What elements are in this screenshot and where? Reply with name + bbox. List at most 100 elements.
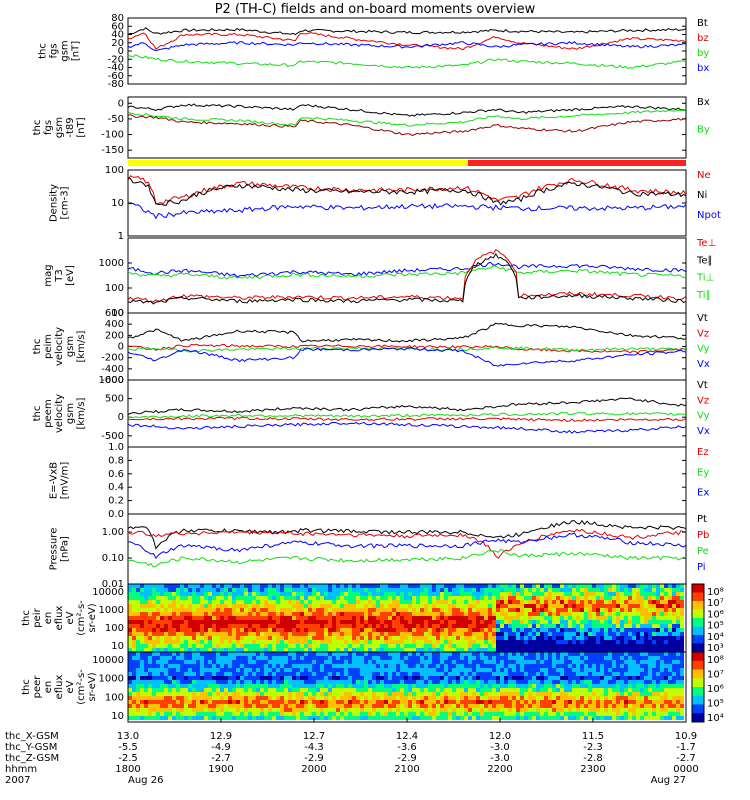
heatmap-cell-peer-eflux [260,672,264,676]
heatmap-cell-peir-eflux [308,644,312,648]
heatmap-cell-peir-eflux [244,624,248,628]
heatmap-cell-peir-eflux [388,624,392,628]
heatmap-cell-peer-eflux [220,692,224,696]
heatmap-cell-peir-eflux [448,620,452,624]
series-density-Npot [127,202,687,220]
heatmap-cell-peer-eflux [128,652,132,656]
heatmap-cell-peir-eflux [252,628,256,632]
heatmap-cell-peer-eflux [488,664,492,668]
heatmap-cell-peir-eflux [176,648,180,652]
heatmap-cell-peer-eflux [476,696,480,700]
heatmap-cell-peer-eflux [368,688,372,692]
heatmap-cell-peer-eflux [360,708,364,712]
heatmap-cell-peer-eflux [200,700,204,704]
heatmap-cell-peir-eflux [212,624,216,628]
heatmap-cell-peer-eflux [148,696,152,700]
heatmap-cell-peir-eflux [384,616,388,620]
heatmap-cell-peer-eflux [200,676,204,680]
ylabel-peem-velocity: gsm [65,403,76,424]
heatmap-cell-peer-eflux [212,668,216,672]
heatmap-cell-peer-eflux [500,672,504,676]
heatmap-cell-peer-eflux [184,692,188,696]
heatmap-cell-peir-eflux [488,616,492,620]
panel-frame-efield [127,446,687,515]
heatmap-cell-peer-eflux [432,664,436,668]
heatmap-cell-peer-eflux [392,668,396,672]
heatmap-cell-peer-eflux [624,656,628,660]
heatmap-cell-peir-eflux [172,604,176,608]
heatmap-cell-peir-eflux [260,636,264,640]
heatmap-cell-peer-eflux [520,708,524,712]
heatmap-cell-peir-eflux [624,640,628,644]
heatmap-cell-peir-eflux [132,608,136,612]
heatmap-cell-peer-eflux [588,692,592,696]
heatmap-cell-peer-eflux [564,676,568,680]
heatmap-cell-peir-eflux [220,608,224,612]
heatmap-cell-peer-eflux [596,656,600,660]
heatmap-cell-peer-eflux [188,688,192,692]
heatmap-cell-peir-eflux [288,600,292,604]
heatmap-cell-peer-eflux [360,688,364,692]
heatmap-cell-peer-eflux [344,712,348,716]
heatmap-cell-peer-eflux [200,684,204,688]
heatmap-cell-peir-eflux [456,648,460,652]
heatmap-cell-peer-eflux [528,672,532,676]
heatmap-cell-peir-eflux [392,628,396,632]
heatmap-cell-peir-eflux [320,628,324,632]
ylabel-fgs-t89: [nT] [76,117,87,137]
heatmap-cell-peer-eflux [600,676,604,680]
heatmap-cell-peer-eflux [488,696,492,700]
heatmap-cell-peer-eflux [656,660,660,664]
heatmap-cell-peir-eflux [432,612,436,616]
heatmap-cell-peir-eflux [372,588,376,592]
heatmap-cell-peer-eflux [356,672,360,676]
heatmap-cell-peir-eflux [660,584,664,588]
heatmap-cell-peer-eflux [256,692,260,696]
heatmap-cell-peir-eflux [288,592,292,596]
heatmap-cell-peir-eflux [320,636,324,640]
heatmap-cell-peer-eflux [432,676,436,680]
heatmap-cell-peer-eflux [248,704,252,708]
heatmap-cell-peer-eflux [208,700,212,704]
heatmap-cell-peir-eflux [340,600,344,604]
heatmap-cell-peir-eflux [128,628,132,632]
heatmap-cell-peer-eflux [640,708,644,712]
heatmap-cell-peer-eflux [200,680,204,684]
heatmap-cell-peir-eflux [604,620,608,624]
heatmap-cell-peir-eflux [332,584,336,588]
heatmap-cell-peer-eflux [260,684,264,688]
heatmap-cell-peir-eflux [492,592,496,596]
heatmap-cell-peir-eflux [648,648,652,652]
heatmap-cell-peir-eflux [544,596,548,600]
heatmap-cell-peer-eflux [428,696,432,700]
heatmap-cell-peir-eflux [536,620,540,624]
heatmap-cell-peir-eflux [640,584,644,588]
heatmap-cell-peir-eflux [212,592,216,596]
heatmap-cell-peer-eflux [184,672,188,676]
heatmap-cell-peir-eflux [424,588,428,592]
heatmap-cell-peir-eflux [340,624,344,628]
heatmap-cell-peir-eflux [376,592,380,596]
heatmap-cell-peir-eflux [372,596,376,600]
heatmap-cell-peer-eflux [304,676,308,680]
heatmap-cell-peer-eflux [636,660,640,664]
heatmap-cell-peer-eflux [496,672,500,676]
heatmap-cell-peer-eflux [360,692,364,696]
heatmap-cell-peir-eflux [608,620,612,624]
heatmap-cell-peer-eflux [184,684,188,688]
heatmap-cell-peir-eflux [612,632,616,636]
heatmap-cell-peir-eflux [396,628,400,632]
heatmap-cell-peir-eflux [440,612,444,616]
heatmap-cell-peir-eflux [200,620,204,624]
heatmap-cell-peir-eflux [180,620,184,624]
heatmap-cell-peir-eflux [676,588,680,592]
heatmap-cell-peer-eflux [580,680,584,684]
heatmap-cell-peir-eflux [504,648,508,652]
heatmap-cell-peer-eflux [192,704,196,708]
heatmap-cell-peer-eflux [400,668,404,672]
heatmap-cell-peir-eflux [164,616,168,620]
heatmap-cell-peir-eflux [136,616,140,620]
heatmap-cell-peir-eflux [508,644,512,648]
heatmap-cell-peer-eflux [560,712,564,716]
heatmap-cell-peer-eflux [284,680,288,684]
